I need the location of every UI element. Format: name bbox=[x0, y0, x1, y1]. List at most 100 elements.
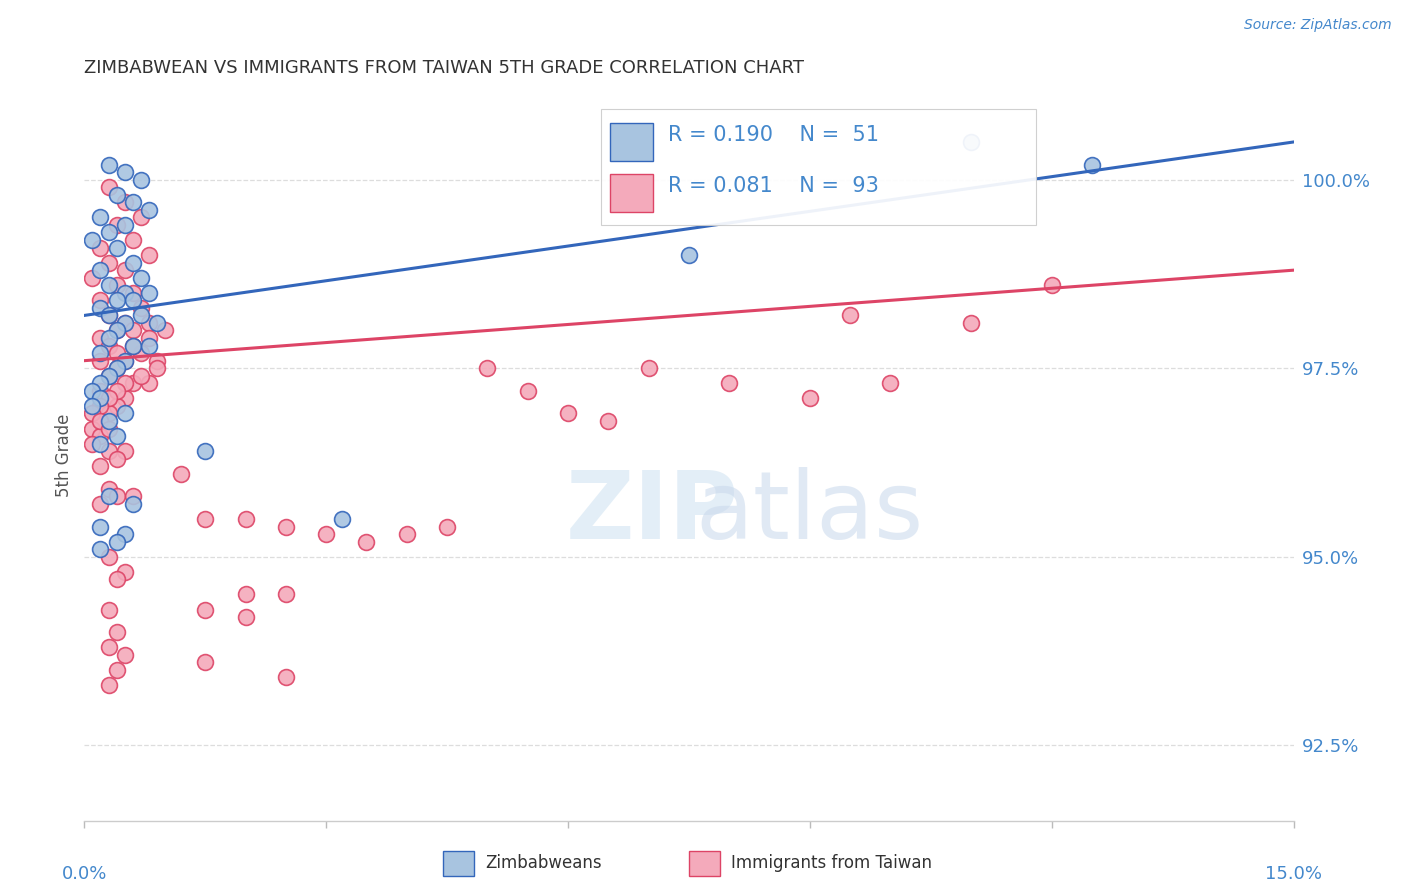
Point bbox=[97, 278, 120, 293]
Point bbox=[105, 663, 128, 677]
Point bbox=[121, 255, 143, 269]
Point bbox=[129, 211, 152, 225]
Point bbox=[138, 338, 160, 352]
Point bbox=[274, 519, 297, 533]
Point bbox=[146, 361, 169, 376]
Text: Zimbabweans: Zimbabweans bbox=[485, 855, 602, 872]
Point bbox=[97, 407, 120, 421]
Point bbox=[89, 384, 111, 398]
Point bbox=[114, 195, 136, 210]
Point bbox=[436, 519, 458, 533]
Point bbox=[138, 376, 160, 391]
Point bbox=[82, 233, 104, 247]
Point bbox=[129, 172, 152, 186]
Point bbox=[105, 187, 128, 202]
Point bbox=[97, 309, 120, 323]
Point bbox=[97, 180, 120, 194]
Point bbox=[89, 399, 111, 413]
Point bbox=[146, 353, 169, 368]
Text: atlas: atlas bbox=[696, 467, 924, 559]
Point bbox=[129, 346, 152, 360]
Point bbox=[1081, 158, 1104, 172]
Point bbox=[114, 316, 136, 330]
Point bbox=[235, 587, 257, 601]
FancyBboxPatch shape bbox=[600, 109, 1036, 225]
Point bbox=[97, 331, 120, 345]
Point bbox=[89, 414, 111, 428]
Point bbox=[97, 489, 120, 503]
Point bbox=[129, 270, 152, 285]
Point bbox=[89, 436, 111, 450]
Point bbox=[97, 368, 120, 383]
Point bbox=[105, 429, 128, 443]
Point bbox=[114, 648, 136, 662]
Point bbox=[97, 549, 120, 564]
Point bbox=[89, 542, 111, 557]
Point bbox=[89, 376, 111, 391]
Point bbox=[97, 226, 120, 240]
Point bbox=[105, 346, 128, 360]
Point bbox=[138, 202, 160, 217]
Point bbox=[557, 407, 579, 421]
Point bbox=[138, 316, 160, 330]
Point bbox=[105, 489, 128, 503]
Text: ZIMBABWEAN VS IMMIGRANTS FROM TAIWAN 5TH GRADE CORRELATION CHART: ZIMBABWEAN VS IMMIGRANTS FROM TAIWAN 5TH… bbox=[84, 59, 804, 77]
Point bbox=[89, 392, 111, 406]
Point bbox=[97, 338, 120, 352]
Text: R = 0.081    N =  93: R = 0.081 N = 93 bbox=[668, 176, 879, 195]
Point bbox=[194, 444, 217, 458]
Point bbox=[153, 324, 176, 338]
Point bbox=[89, 211, 111, 225]
Point bbox=[97, 602, 120, 616]
Point bbox=[105, 625, 128, 640]
Point bbox=[799, 392, 821, 406]
Point bbox=[89, 331, 111, 345]
Point bbox=[194, 512, 217, 526]
Point bbox=[121, 497, 143, 511]
Text: Source: ZipAtlas.com: Source: ZipAtlas.com bbox=[1244, 18, 1392, 32]
Point bbox=[121, 195, 143, 210]
Point bbox=[105, 361, 128, 376]
Point bbox=[105, 293, 128, 308]
Point bbox=[315, 527, 337, 541]
Point bbox=[114, 565, 136, 579]
Point bbox=[839, 309, 862, 323]
Point bbox=[121, 285, 143, 300]
Point bbox=[89, 497, 111, 511]
Point bbox=[114, 407, 136, 421]
Point bbox=[105, 241, 128, 255]
Point bbox=[960, 135, 983, 149]
Point bbox=[114, 392, 136, 406]
Point bbox=[395, 527, 418, 541]
Point bbox=[89, 414, 111, 428]
Point bbox=[97, 158, 120, 172]
Point bbox=[97, 368, 120, 383]
Point bbox=[718, 376, 741, 391]
Point bbox=[82, 407, 104, 421]
Point bbox=[114, 316, 136, 330]
Point bbox=[960, 316, 983, 330]
Point bbox=[105, 324, 128, 338]
Point bbox=[235, 512, 257, 526]
Point bbox=[89, 301, 111, 315]
Point bbox=[121, 338, 143, 352]
Point bbox=[89, 459, 111, 474]
Point bbox=[114, 527, 136, 541]
Point bbox=[330, 512, 353, 526]
Point bbox=[97, 444, 120, 458]
Point bbox=[105, 534, 128, 549]
Text: 0.0%: 0.0% bbox=[62, 864, 107, 882]
Point bbox=[97, 482, 120, 496]
Text: R = 0.190    N =  51: R = 0.190 N = 51 bbox=[668, 125, 879, 145]
Point bbox=[121, 293, 143, 308]
Point bbox=[89, 346, 111, 360]
Point bbox=[97, 640, 120, 655]
Point bbox=[89, 353, 111, 368]
Point bbox=[97, 678, 120, 692]
Point bbox=[477, 361, 499, 376]
Point bbox=[121, 489, 143, 503]
Point bbox=[97, 309, 120, 323]
Point bbox=[105, 278, 128, 293]
Point bbox=[129, 368, 152, 383]
Y-axis label: 5th Grade: 5th Grade bbox=[55, 413, 73, 497]
